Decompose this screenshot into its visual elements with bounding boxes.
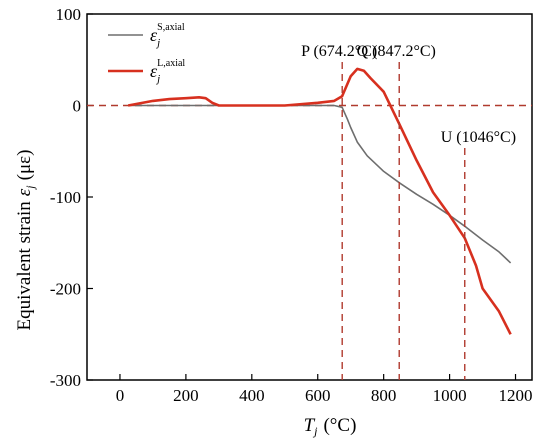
legend: εjS,axial εjL,axial [108,22,185,85]
legend-label-1: εjS,axial [150,22,185,49]
reference-label-3: U (1046°C) [441,129,516,146]
series-line-l-axial [127,67,512,335]
x-tick-label: 1000 [433,386,467,405]
y-axis-title: Equivalent strainεj(με) [14,150,37,331]
y-tick-label: 0 [73,97,82,116]
y-tick-label: -300 [50,371,81,390]
x-axis-title: Tj (°C) [304,415,357,438]
y-tick-label: -100 [50,188,81,207]
legend-label-2: εjL,axial [150,58,185,85]
y-ticks: -300 -200 -100 0 100 [50,5,93,390]
x-tick-label: 1200 [499,386,533,405]
plot-area: 0 200 400 600 800 1000 1200 -300 -200 -100 0 100 P… [50,5,533,405]
x-ticks: 0 200 400 600 800 1000 1200 [116,374,533,405]
x-tick-label: 600 [305,386,331,405]
x-tick-label: 0 [116,386,125,405]
x-tick-label: 200 [173,386,199,405]
series-lines [127,67,512,335]
reference-label-1: P (674.2°C) [301,43,377,60]
y-tick-label: -200 [50,280,81,299]
x-tick-label: 800 [371,386,397,405]
reference-label-2: Q (847.2°C) [357,43,436,60]
y-tick-label: 100 [56,5,82,24]
annotations: P (674.2°C)Q (847.2°C) U (1046°C) [301,43,516,380]
x-tick-label: 400 [239,386,265,405]
